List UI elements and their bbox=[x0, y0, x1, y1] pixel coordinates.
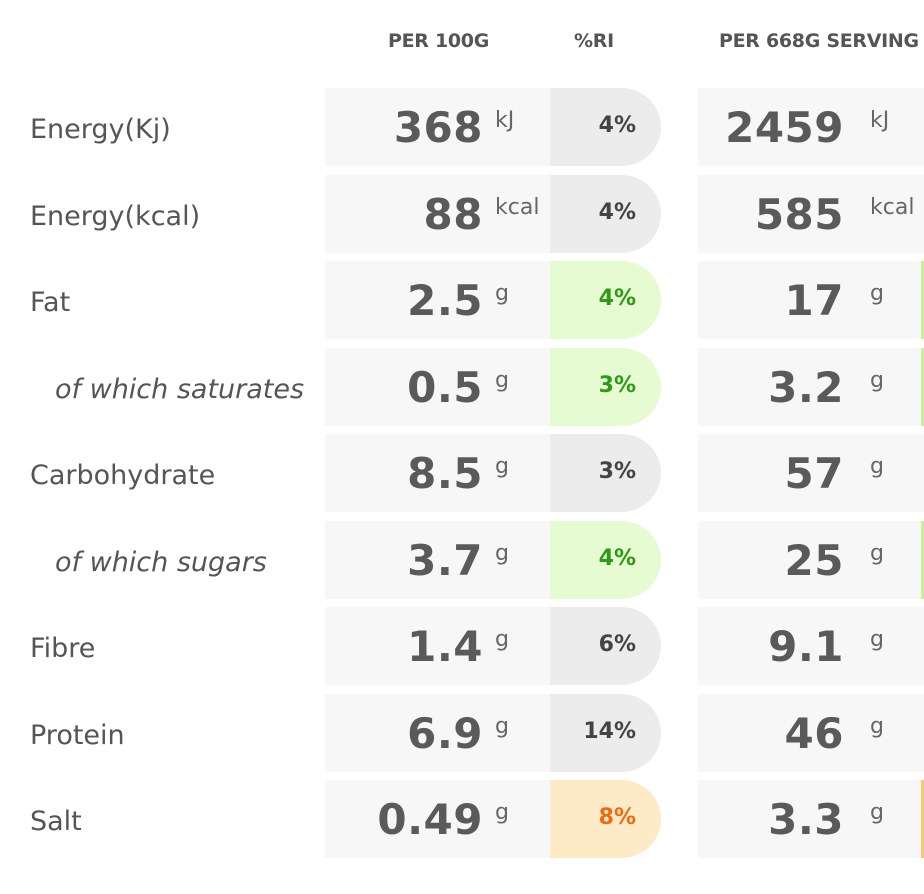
ri-badge: 3% bbox=[550, 434, 661, 512]
ri-value: 4% bbox=[598, 113, 636, 138]
ri-badge: 4% bbox=[550, 174, 661, 253]
ri-value: 8% bbox=[598, 805, 636, 830]
per-serving-cell: 46 g bbox=[698, 693, 924, 772]
per-100g-unit: kcal bbox=[495, 194, 540, 220]
per-serving-value: 9.1 bbox=[768, 622, 844, 671]
per-serving-unit: g bbox=[870, 281, 884, 306]
nutrient-label: of which saturates bbox=[55, 373, 305, 405]
per-100g-unit: g bbox=[495, 627, 509, 652]
per-serving-unit: kJ bbox=[870, 108, 890, 133]
serving-ri-edge bbox=[921, 261, 924, 339]
per-100g-value: 0.49 bbox=[377, 795, 483, 844]
nutrition-rows: Energy(Kj) 368 kJ 4% 2459 kJ Energy(kcal) 88 kca… bbox=[0, 88, 924, 867]
ri-badge: 4% bbox=[550, 261, 661, 339]
per-serving-value: 2459 bbox=[725, 103, 844, 152]
per-serving-value: 46 bbox=[784, 708, 844, 758]
per-100g-value: 88 bbox=[423, 189, 483, 239]
per-100g-cell: 368 kJ bbox=[325, 88, 561, 166]
per-serving-unit: g bbox=[870, 627, 884, 652]
per-100g-unit: g bbox=[495, 540, 509, 566]
ri-badge: 8% bbox=[550, 780, 661, 858]
nutrient-label: Salt bbox=[30, 806, 82, 837]
per-serving-unit: g bbox=[870, 540, 884, 566]
per-serving-cell: 25 g bbox=[698, 520, 924, 599]
nutrient-label: Energy(kcal) bbox=[30, 200, 201, 232]
per-serving-unit: g bbox=[870, 454, 884, 479]
per-100g-unit: g bbox=[495, 367, 509, 393]
per-serving-cell: 3.2 g bbox=[698, 347, 924, 426]
nutrient-label: of which sugars bbox=[55, 546, 267, 578]
nutrition-row: Fibre 1.4 g 6% 9.1 g bbox=[0, 607, 924, 685]
ri-badge: 14% bbox=[550, 693, 661, 772]
nutrition-row: Protein 6.9 g 14% 46 g bbox=[0, 693, 924, 772]
ri-badge: 3% bbox=[550, 347, 661, 426]
per-serving-unit: g bbox=[870, 713, 884, 739]
per-100g-value: 3.7 bbox=[407, 535, 483, 585]
header-per-100g: PER 100G bbox=[388, 30, 490, 52]
per-serving-cell: 3.3 g bbox=[698, 780, 924, 858]
per-serving-cell: 57 g bbox=[698, 434, 924, 512]
per-serving-value: 17 bbox=[784, 276, 844, 325]
per-100g-cell: 1.4 g bbox=[325, 607, 561, 685]
ri-value: 3% bbox=[598, 459, 636, 484]
nutrient-label: Fibre bbox=[30, 633, 96, 664]
per-serving-value: 25 bbox=[784, 535, 844, 585]
per-100g-unit: kJ bbox=[495, 108, 515, 133]
per-100g-cell: 8.5 g bbox=[325, 434, 561, 512]
nutrition-row: Fat 2.5 g 4% 17 g bbox=[0, 261, 924, 339]
header-per-serving: PER 668G SERVING bbox=[719, 30, 919, 52]
nutrition-row: Carbohydrate 8.5 g 3% 57 g bbox=[0, 434, 924, 512]
per-100g-unit: g bbox=[495, 713, 509, 739]
per-serving-unit: g bbox=[870, 367, 884, 393]
per-100g-value: 0.5 bbox=[407, 362, 483, 412]
per-100g-cell: 6.9 g bbox=[325, 693, 561, 772]
ri-value: 3% bbox=[598, 372, 636, 398]
per-serving-value: 3.2 bbox=[768, 362, 844, 412]
nutrient-label: Fat bbox=[30, 287, 71, 318]
per-serving-cell: 17 g bbox=[698, 261, 924, 339]
serving-ri-edge bbox=[921, 520, 924, 599]
ri-value: 4% bbox=[598, 199, 636, 225]
per-serving-cell: 2459 kJ bbox=[698, 88, 924, 166]
per-100g-value: 2.5 bbox=[407, 276, 483, 325]
nutrition-row: of which saturates 0.5 g 3% 3.2 g bbox=[0, 347, 924, 426]
per-serving-value: 3.3 bbox=[768, 795, 844, 844]
per-100g-unit: g bbox=[495, 454, 509, 479]
ri-value: 4% bbox=[598, 286, 636, 311]
ri-badge: 6% bbox=[550, 607, 661, 685]
nutrient-label: Protein bbox=[30, 719, 125, 751]
per-100g-cell: 0.5 g bbox=[325, 347, 561, 426]
nutrition-row: Salt 0.49 g 8% 3.3 g bbox=[0, 780, 924, 858]
nutrition-row: Energy(Kj) 368 kJ 4% 2459 kJ bbox=[0, 88, 924, 166]
nutrient-label: Energy(Kj) bbox=[30, 114, 171, 145]
per-serving-cell: 9.1 g bbox=[698, 607, 924, 685]
per-100g-value: 8.5 bbox=[407, 449, 483, 498]
ri-badge: 4% bbox=[550, 88, 661, 166]
per-100g-value: 368 bbox=[393, 103, 483, 152]
header-ri: %RI bbox=[574, 30, 614, 52]
per-100g-cell: 2.5 g bbox=[325, 261, 561, 339]
per-serving-value: 585 bbox=[754, 189, 844, 239]
nutrient-label: Carbohydrate bbox=[30, 460, 216, 491]
per-serving-value: 57 bbox=[784, 449, 844, 498]
per-100g-value: 1.4 bbox=[407, 622, 483, 671]
serving-ri-edge bbox=[921, 780, 924, 858]
per-100g-cell: 3.7 g bbox=[325, 520, 561, 599]
per-serving-unit: kcal bbox=[870, 194, 915, 220]
ri-value: 6% bbox=[598, 632, 636, 657]
per-100g-cell: 88 kcal bbox=[325, 174, 561, 253]
nutrition-row: Energy(kcal) 88 kcal 4% 585 kcal bbox=[0, 174, 924, 253]
per-serving-cell: 585 kcal bbox=[698, 174, 924, 253]
serving-ri-edge bbox=[921, 347, 924, 426]
per-100g-value: 6.9 bbox=[407, 708, 483, 758]
ri-value: 4% bbox=[598, 545, 636, 571]
per-100g-unit: g bbox=[495, 281, 509, 306]
ri-value: 14% bbox=[583, 718, 636, 744]
per-100g-cell: 0.49 g bbox=[325, 780, 561, 858]
per-100g-unit: g bbox=[495, 800, 509, 825]
per-serving-unit: g bbox=[870, 800, 884, 825]
nutrition-row: of which sugars 3.7 g 4% 25 g bbox=[0, 520, 924, 599]
ri-badge: 4% bbox=[550, 520, 661, 599]
